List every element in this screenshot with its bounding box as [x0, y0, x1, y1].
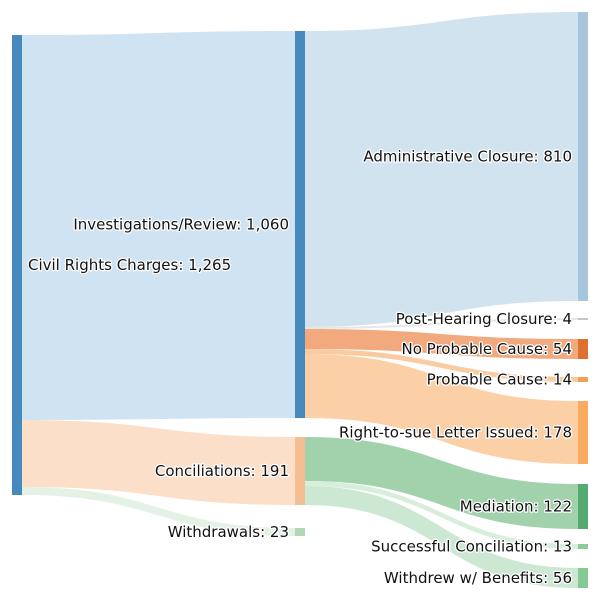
- sankey-label-inv: Investigations/Review: 1,060: [73, 216, 289, 234]
- sankey-label-phc: Post-Hearing Closure: 4: [396, 310, 572, 328]
- sankey-node-wb[interactable]: [578, 568, 588, 588]
- sankey-node-pc[interactable]: [578, 377, 588, 382]
- sankey-link-con-med[interactable]: [305, 437, 578, 529]
- sankey-label-sc: Successful Conciliation: 13: [371, 538, 572, 556]
- sankey-label-crc: Civil Rights Charges: 1,265: [28, 256, 231, 274]
- sankey-node-wd[interactable]: [295, 528, 305, 536]
- sankey-link-inv-ac[interactable]: [305, 12, 578, 327]
- nodes-layer: [12, 12, 588, 588]
- links-layer: [22, 12, 578, 588]
- sankey-link-con-wb[interactable]: [305, 486, 578, 588]
- sankey-node-med[interactable]: [578, 484, 588, 529]
- sankey-label-con: Conciliations: 191: [155, 462, 289, 480]
- sankey-link-crc-wd[interactable]: [22, 487, 295, 536]
- sankey-node-sc[interactable]: [578, 544, 588, 549]
- sankey-label-npc: No Probable Cause: 54: [402, 340, 573, 358]
- sankey-link-crc-con[interactable]: [22, 420, 295, 505]
- sankey-node-npc[interactable]: [578, 339, 588, 359]
- sankey-link-inv-rts[interactable]: [305, 354, 578, 464]
- sankey-link-crc-inv[interactable]: [22, 31, 295, 420]
- sankey-label-wb: Withdrew w/ Benefits: 56: [384, 569, 572, 587]
- labels-layer: Civil Rights Charges: 1,265 Investigation…: [27, 146, 574, 588]
- sankey-node-inv[interactable]: [295, 31, 305, 418]
- sankey-link-inv-npc[interactable]: [305, 329, 578, 359]
- sankey-link-con-sc[interactable]: [305, 481, 578, 549]
- sankey-link-inv-phc[interactable]: [305, 318, 578, 329]
- sankey-label-ac: Administrative Closure: 810: [363, 148, 572, 166]
- sankey-link-inv-pc[interactable]: [305, 349, 578, 382]
- sankey-label-pc: Probable Cause: 14: [427, 371, 572, 389]
- sankey-node-phc[interactable]: [578, 318, 588, 320]
- sankey-node-rts[interactable]: [578, 401, 588, 464]
- sankey-label-wd: Withdrawals: 23: [168, 523, 289, 541]
- sankey-node-crc[interactable]: [12, 35, 22, 495]
- sankey-node-ac[interactable]: [578, 12, 588, 301]
- sankey-node-con[interactable]: [295, 437, 305, 505]
- sankey-label-rts: Right-to-sue Letter Issued: 178: [339, 424, 572, 442]
- sankey-label-med: Mediation: 122: [460, 498, 572, 516]
